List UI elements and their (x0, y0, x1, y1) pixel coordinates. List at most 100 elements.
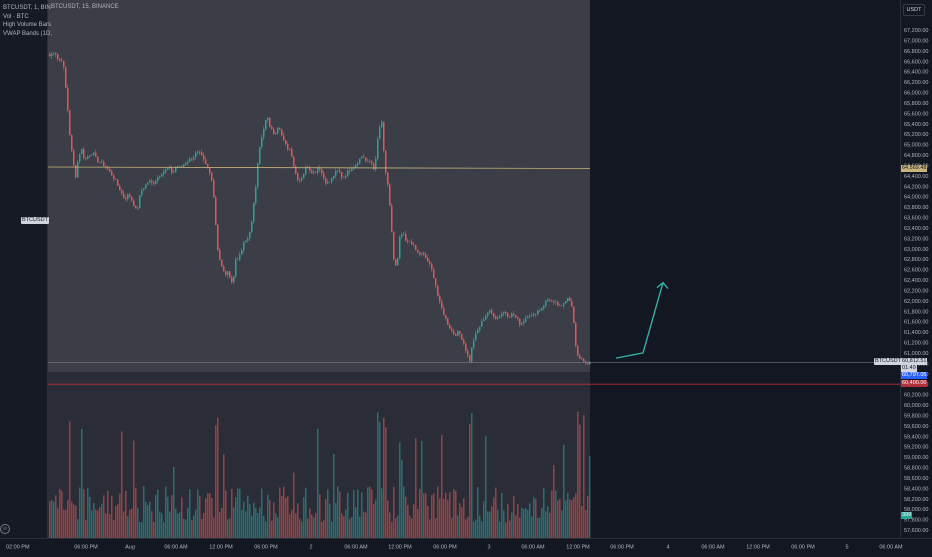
candle-body (291, 149, 293, 157)
volume-bar (373, 503, 375, 538)
volume-bar (499, 521, 501, 538)
candle-body (303, 173, 305, 179)
volume-bar (341, 513, 343, 538)
time-tick-label: 12:00 PM (388, 545, 412, 551)
volume-bar (323, 519, 325, 538)
volume-bar (119, 493, 121, 538)
price-tick-label: 57,600.00 (904, 528, 928, 534)
volume-bar (185, 519, 187, 538)
volume-bar (259, 507, 261, 538)
symbol-legend[interactable]: BTCUSDT, 15, BINANCE (51, 4, 119, 10)
candle-body (573, 306, 575, 324)
price-tick-label: 66,400.00 (904, 70, 928, 76)
volume-bar (541, 508, 543, 538)
candle-body (373, 163, 375, 170)
candle-body (395, 259, 397, 266)
volume-bar (51, 500, 53, 538)
volume-bar (137, 507, 139, 538)
candle-body (471, 347, 473, 362)
candle-body (107, 167, 109, 170)
volume-bar (149, 501, 151, 538)
volume-bar (559, 498, 561, 538)
volume-bar (387, 500, 389, 538)
candle-body (361, 156, 363, 159)
candle-body (305, 166, 307, 174)
volume-bar (175, 508, 177, 538)
candle-body (583, 358, 585, 362)
currency-selector[interactable]: USDT (903, 4, 925, 16)
volume-bar (65, 509, 67, 538)
volume-bar (159, 511, 161, 538)
candle-body (283, 135, 285, 141)
candle-body (557, 301, 559, 306)
candle-body (529, 315, 531, 317)
candle-body (191, 158, 193, 160)
tradingview-logo-icon[interactable]: ⊘ (0, 524, 10, 534)
candle-body (519, 318, 521, 325)
volume-bar (257, 513, 259, 538)
candle-body (525, 318, 527, 322)
candle-body (269, 117, 271, 127)
volume-bar (349, 519, 351, 538)
volume-bar (203, 512, 205, 538)
candle-body (409, 241, 411, 243)
price-tick-label: 62,600.00 (904, 268, 928, 274)
candle-body (455, 334, 457, 336)
volume-bar (113, 519, 115, 538)
candle-body (215, 197, 217, 225)
volume-bar (199, 495, 201, 538)
volume-bar (279, 487, 281, 538)
volume-bar (533, 496, 535, 538)
candle-body (135, 206, 137, 209)
volume-bar (151, 511, 153, 538)
candle-body (473, 340, 475, 348)
candle-body (563, 303, 565, 306)
candle-body (159, 176, 161, 178)
candle-body (129, 194, 131, 197)
left-legend-line-4: VWAP Bands (1D, (3, 30, 53, 37)
candle-body (459, 331, 461, 334)
candle-body (405, 233, 407, 241)
volume-bar (315, 512, 317, 538)
volume-bar (337, 486, 339, 538)
volume-bar (131, 508, 133, 538)
volume-bar (275, 513, 277, 538)
volume-bar (513, 495, 515, 538)
candle-body (163, 171, 165, 175)
time-axis[interactable]: 02:00 PM 06:00 PM Aug 06:00 AM 12:00 PM 06:00… (0, 538, 932, 551)
volume-bar (391, 521, 393, 538)
volume-bar (475, 519, 477, 538)
volume-bar (353, 490, 355, 538)
volume-bar (101, 503, 103, 538)
candle-body (547, 299, 549, 302)
volume-bar (501, 493, 503, 538)
candle-body (137, 208, 139, 209)
left-pane-legend: BTCUSDT, 1, BIN Vol · BTC High Volume Ba… (3, 4, 52, 38)
volume-bar (115, 506, 117, 538)
time-tick-label: 06:00 PM (610, 545, 634, 551)
candle-body (69, 110, 71, 135)
left-mini-chart-pane[interactable] (0, 0, 48, 538)
candle-body (383, 122, 385, 151)
projection-arrow-head (656, 281, 669, 290)
candle-body (245, 240, 247, 243)
volume-bar (407, 505, 409, 538)
price-tick-label: 66,600.00 (904, 59, 928, 65)
candle-body (331, 178, 333, 182)
time-tick-label: 3 (487, 545, 490, 551)
volume-bar (97, 510, 99, 538)
volume-bar (467, 516, 469, 538)
candle-body (273, 129, 275, 135)
volume-bar (87, 487, 89, 538)
volume-bar (539, 517, 541, 538)
volume-bar (289, 514, 291, 538)
candle-body (541, 307, 543, 311)
volume-bar (487, 511, 489, 538)
volume-bar (91, 510, 93, 538)
price-tick-label: 64,200.00 (904, 184, 928, 190)
price-axis[interactable]: 67,200.00 67,000.00 66,800.00 66,600.00 66,4… (900, 0, 932, 538)
volume-bar (135, 487, 137, 538)
candle-body (263, 128, 265, 138)
